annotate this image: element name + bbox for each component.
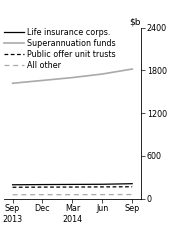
Public offer unit trusts: [131, 185, 133, 188]
Line: Life insurance corps.: Life insurance corps.: [13, 184, 132, 185]
Public offer unit trusts: [12, 186, 14, 189]
Life insurance corps.: [71, 183, 73, 186]
All other: [131, 193, 133, 196]
Line: Superannuation funds: Superannuation funds: [13, 69, 132, 83]
All other: [101, 193, 103, 196]
Superannuation funds: [101, 73, 103, 75]
All other: [71, 193, 73, 196]
Life insurance corps.: [131, 182, 133, 185]
Life insurance corps.: [41, 183, 44, 186]
Legend: Life insurance corps., Superannuation funds, Public offer unit trusts, All other: Life insurance corps., Superannuation fu…: [4, 28, 116, 70]
Superannuation funds: [12, 82, 14, 85]
All other: [41, 193, 44, 196]
All other: [12, 193, 14, 196]
Public offer unit trusts: [41, 186, 44, 188]
Superannuation funds: [131, 68, 133, 70]
Life insurance corps.: [101, 183, 103, 186]
Superannuation funds: [41, 79, 44, 82]
Public offer unit trusts: [71, 186, 73, 188]
Life insurance corps.: [12, 183, 14, 186]
Superannuation funds: [71, 76, 73, 79]
Text: $b: $b: [130, 17, 141, 26]
Public offer unit trusts: [101, 185, 103, 188]
